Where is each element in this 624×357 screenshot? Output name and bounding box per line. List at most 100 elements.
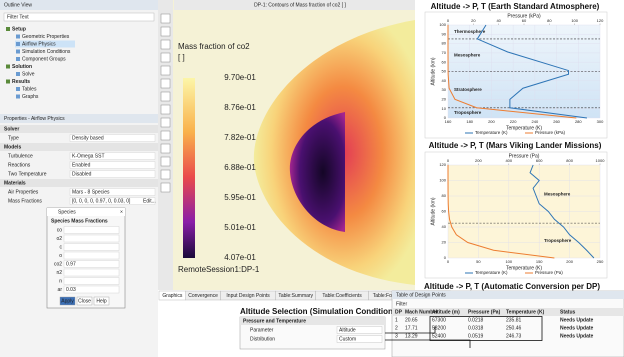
tool-button[interactable] [160,39,171,50]
section-row [0,179,158,187]
species-name: ar [58,287,63,293]
x-tick-label: 250 [597,259,604,264]
section-label: Materials [4,180,26,186]
x2-tick-label: 0 [447,158,450,163]
tool-button[interactable] [160,182,171,193]
species-field[interactable] [63,251,120,260]
tool-button[interactable] [160,156,171,167]
tab-label[interactable]: Table:Summary [278,293,313,299]
x2-tick-label: 80 [547,18,552,23]
filter-text[interactable]: Filter Text [7,14,29,20]
tree-item[interactable]: Graphs [22,94,39,100]
prop-field[interactable] [69,188,156,196]
dp-cell: 2 [395,325,398,331]
species-field[interactable] [63,277,120,285]
prop-value[interactable]: Density based [72,135,104,141]
x-tick-label: 160 [445,119,452,124]
prop-field[interactable] [69,161,156,169]
prop-value[interactable]: Enabled [72,162,91,168]
prop-button[interactable]: Edit... [143,198,156,204]
species-field[interactable] [63,234,120,243]
dialog-button[interactable] [59,296,76,306]
x2-tick-label: 20 [471,18,476,23]
tree-item[interactable]: Solve [22,71,35,77]
sim-field[interactable] [336,326,383,334]
species-field[interactable] [63,243,120,251]
tab-label[interactable]: Table:Coefficients [322,293,362,299]
dialog-button[interactable] [76,296,93,306]
button-label[interactable]: Close [78,298,91,304]
prop-field[interactable] [69,170,156,178]
tool-button[interactable] [160,143,171,154]
y-tick-label: 60 [442,59,447,64]
prop-field[interactable] [69,197,156,205]
x2-tick-label: 800 [566,158,573,163]
sim-field[interactable] [336,335,383,343]
tree-item[interactable]: Solution [12,64,32,70]
sim-header-text: Pressure and Temperature [243,318,306,324]
y-axis-title: Altitude (km) [430,57,436,85]
dp-cell: 52400 [432,333,446,339]
y-tick-label: 90 [442,31,447,36]
species-field[interactable] [63,285,120,294]
tree-icon [6,64,10,69]
y-tick-label: 70 [442,50,447,55]
dp-cell: 13.29 [405,333,418,339]
x2-tick-label: 40 [496,18,501,23]
tab-label[interactable]: Table:Forces [373,293,402,299]
sim-value[interactable]: Custom [339,336,356,342]
tree-item[interactable]: Geometric Properties [22,34,70,40]
legend-title: Mass fraction of co2 [178,42,250,51]
close-x[interactable]: × [120,209,123,215]
arrow [385,339,471,348]
tab-label[interactable]: Convergence [188,293,218,299]
prop-field[interactable] [69,152,156,160]
tab-label[interactable]: Input Design Points [226,293,270,299]
filter-box[interactable] [3,12,155,22]
tool-button[interactable] [160,104,171,115]
tool-button[interactable] [160,65,171,76]
x2-tick-label: 0 [447,18,450,23]
dialog-button[interactable] [93,296,110,306]
species-field[interactable] [63,226,120,234]
tree-item[interactable]: Component Groups [22,56,66,62]
button-label[interactable]: Help [96,298,107,304]
x2-tick-label: 60 [522,18,527,23]
prop-value[interactable]: [0, 0, 0, 0, 0.97, 0, 0.03, 0] [72,198,131,204]
prop-value[interactable]: Mars - 8 Species [72,189,110,195]
species-value[interactable]: 0.03 [66,287,76,293]
tool-button[interactable] [160,13,171,24]
prop-field[interactable] [69,134,156,142]
species-field[interactable] [63,260,120,268]
tree-item[interactable]: Airflow Physics [22,41,56,47]
y-tick-label: 0 [444,115,447,120]
tool-button[interactable] [160,78,171,89]
tool-button[interactable] [160,169,171,180]
prop-value[interactable]: K-Omega SST [72,153,105,159]
y-tick-label: 40 [442,224,447,229]
tree-item[interactable]: Simulation Conditions [22,49,71,55]
tool-button[interactable] [160,91,171,102]
x-tick-label: 180 [466,119,473,124]
tree-item[interactable]: Setup [12,26,26,32]
section-label: Solver [4,126,19,132]
tab-label[interactable]: Graphics [162,293,183,299]
y-tick-label: 30 [442,87,447,92]
species-field[interactable] [63,268,120,277]
sim-value[interactable]: Altitude [339,327,356,333]
highlight-box [429,316,543,341]
x-tick-label: 100 [505,259,512,264]
tool-button[interactable] [160,52,171,63]
tree-item[interactable]: Tables [22,86,37,92]
tool-button[interactable] [160,117,171,128]
button-label[interactable]: Apply [61,298,74,304]
species-value[interactable]: 0.97 [66,261,76,267]
tree-item[interactable]: Results [12,79,30,85]
legend-label: Pressure (Pa) [535,270,563,275]
dp-filter[interactable]: Filter [396,301,407,307]
tool-button[interactable] [160,26,171,37]
prop-value[interactable]: Disabled [72,171,92,177]
tool-button[interactable] [160,130,171,141]
species-name: o2 [56,236,62,242]
dp-cell: 246.73 [506,333,522,339]
